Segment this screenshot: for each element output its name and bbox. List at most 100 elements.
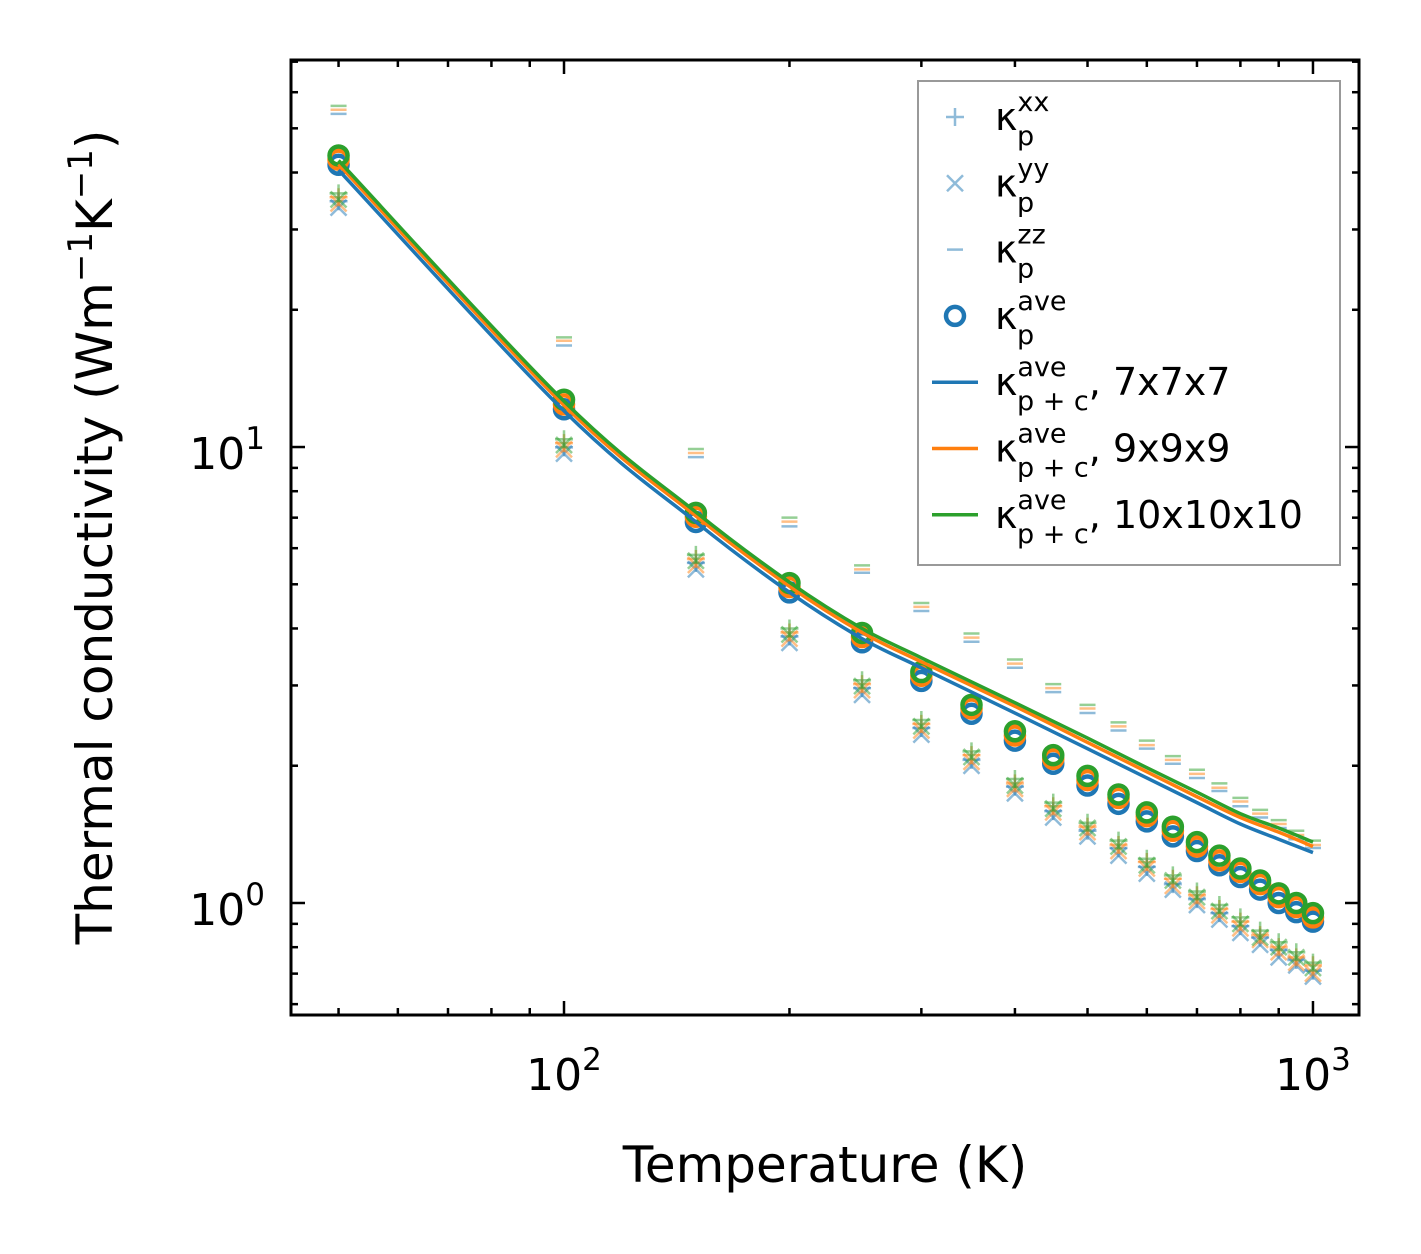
point-ave-10x10x10 bbox=[960, 693, 983, 717]
plot-marks bbox=[327, 104, 1325, 986]
legend-label: κave p + c, 9x9x9 bbox=[995, 419, 1230, 484]
legend-entry: κxx p bbox=[946, 87, 1049, 152]
point-yy-7x7x7 bbox=[1304, 967, 1322, 986]
point-yy-9x9x9 bbox=[1269, 943, 1288, 962]
y-tick-label: 100 bbox=[189, 877, 265, 936]
point-yy-7x7x7 bbox=[555, 444, 573, 463]
circle-marker bbox=[1229, 857, 1252, 880]
point-yy-10x10x10 bbox=[1137, 856, 1156, 875]
x-marker bbox=[1137, 856, 1156, 875]
point-yy-9x9x9 bbox=[853, 681, 871, 699]
x-marker bbox=[1044, 803, 1063, 822]
legend-marker-circle bbox=[943, 304, 967, 328]
point-yy-7x7x7 bbox=[1078, 827, 1097, 846]
legend-marker-plus bbox=[946, 108, 964, 126]
point-ave-10x10x10 bbox=[1229, 857, 1252, 880]
x-marker bbox=[1044, 799, 1063, 818]
point-yy-7x7x7 bbox=[912, 725, 931, 744]
x-marker bbox=[1304, 959, 1322, 977]
point-yy-10x10x10 bbox=[1006, 776, 1024, 795]
point-yy-10x10x10 bbox=[1231, 914, 1250, 933]
point-ave-10x10x10 bbox=[1107, 783, 1130, 806]
x-marker bbox=[555, 444, 573, 463]
x-marker bbox=[687, 551, 705, 570]
x-marker bbox=[1304, 967, 1322, 986]
legend-symbol: κ bbox=[995, 228, 1017, 272]
x-marker bbox=[853, 677, 871, 695]
x-marker bbox=[912, 717, 931, 736]
x-marker bbox=[1269, 938, 1288, 957]
legend-entry: κave p + c, 7x7x7 bbox=[932, 352, 1230, 417]
tick-label-exponent: 1 bbox=[245, 421, 265, 457]
legend-label: κzz p bbox=[995, 220, 1046, 285]
x-marker bbox=[1269, 943, 1288, 962]
point-yy-10x10x10 bbox=[1078, 819, 1097, 837]
point-yy-7x7x7 bbox=[1137, 864, 1156, 883]
x-marker bbox=[1006, 779, 1024, 798]
x-marker bbox=[1287, 948, 1306, 967]
x-marker bbox=[1251, 935, 1269, 954]
x-marker bbox=[1137, 859, 1156, 878]
plot-frame bbox=[289, 58, 1361, 1017]
x-marker bbox=[1231, 914, 1250, 933]
legend-symbol: κ bbox=[995, 493, 1017, 537]
circle-marker bbox=[1208, 844, 1231, 867]
legend-entry: κave p + c, 10x10x10 bbox=[932, 485, 1303, 550]
point-yy-10x10x10 bbox=[853, 677, 871, 695]
point-yy-9x9x9 bbox=[1006, 779, 1024, 798]
legend-label: κave p + c, 10x10x10 bbox=[995, 485, 1303, 550]
x-marker bbox=[853, 681, 871, 699]
point-yy-7x7x7 bbox=[1210, 910, 1229, 929]
point-yy-7x7x7 bbox=[1188, 896, 1206, 914]
tick-label-exponent: 2 bbox=[582, 1042, 602, 1078]
x-marker bbox=[780, 625, 799, 644]
x-marker bbox=[1078, 827, 1097, 846]
x-marker bbox=[329, 194, 348, 213]
x-marker bbox=[912, 725, 931, 744]
x-marker bbox=[912, 721, 931, 740]
point-yy-10x10x10 bbox=[1163, 871, 1182, 890]
circle-marker bbox=[1185, 830, 1209, 854]
x-tick-label: 103 bbox=[1275, 1042, 1351, 1101]
point-yy-10x10x10 bbox=[1304, 959, 1322, 977]
x-marker bbox=[1287, 953, 1306, 972]
legend-superscript: ave bbox=[1017, 419, 1066, 450]
circle-marker bbox=[943, 304, 967, 328]
legend-subscript: p bbox=[1017, 254, 1034, 285]
x-marker bbox=[1210, 902, 1229, 920]
point-yy-10x10x10 bbox=[912, 717, 931, 736]
x-marker bbox=[1210, 906, 1229, 925]
point-yy-7x7x7 bbox=[1044, 808, 1063, 827]
x-marker bbox=[1078, 823, 1097, 842]
tick-label-exponent: 0 bbox=[245, 877, 265, 913]
line-pc-9x9x9 bbox=[337, 163, 1314, 849]
legend-entry: κave p bbox=[943, 286, 1067, 351]
circle-marker bbox=[1107, 783, 1130, 806]
point-yy-10x10x10 bbox=[329, 190, 348, 209]
x-marker bbox=[329, 198, 348, 217]
legend-subscript: p bbox=[1017, 187, 1034, 218]
point-yy-7x7x7 bbox=[962, 756, 981, 775]
legend-subscript: p + c bbox=[1017, 453, 1089, 484]
point-yy-10x10x10 bbox=[1287, 948, 1306, 967]
point-yy-7x7x7 bbox=[853, 686, 871, 704]
legend-superscript: yy bbox=[1017, 153, 1049, 184]
tick-label-base: 10 bbox=[526, 1050, 582, 1101]
point-ave-10x10x10 bbox=[1285, 891, 1308, 915]
point-ave-10x10x10 bbox=[1301, 901, 1325, 925]
line-pc-7x7x7 bbox=[337, 168, 1314, 855]
legend-superscript: ave bbox=[1017, 352, 1066, 383]
point-yy-10x10x10 bbox=[1188, 888, 1206, 907]
x-marker bbox=[1006, 784, 1024, 803]
point-yy-9x9x9 bbox=[962, 752, 981, 771]
circle-marker bbox=[1076, 764, 1099, 788]
legend-superscript: ave bbox=[1017, 286, 1066, 317]
point-ave-10x10x10 bbox=[1208, 844, 1231, 867]
x-marker bbox=[687, 560, 705, 579]
point-yy-7x7x7 bbox=[780, 633, 799, 652]
point-ave-10x10x10 bbox=[1135, 801, 1159, 824]
x-marker bbox=[555, 436, 573, 454]
point-yy-9x9x9 bbox=[780, 629, 799, 648]
point-yy-10x10x10 bbox=[1251, 928, 1269, 947]
point-yy-10x10x10 bbox=[1269, 938, 1288, 957]
